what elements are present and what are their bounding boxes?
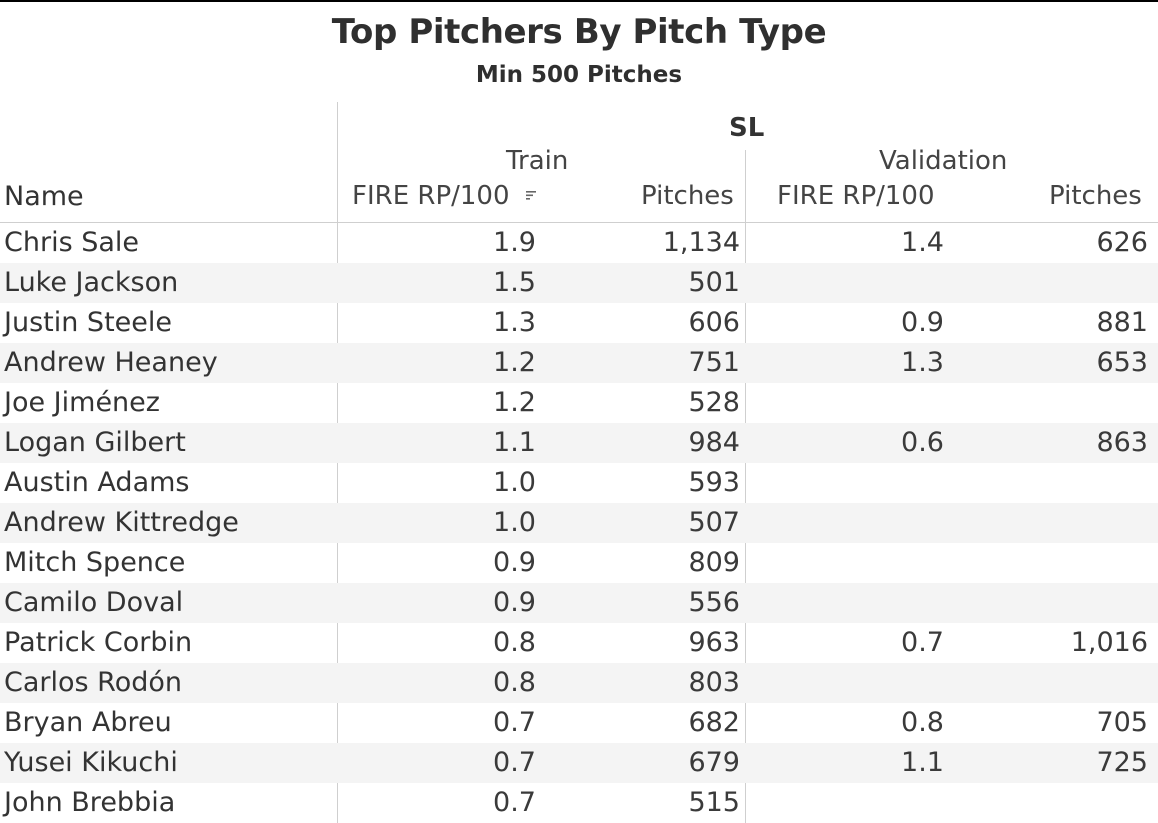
player-name: Yusei Kikuchi <box>4 747 178 778</box>
player-name: Joe Jiménez <box>4 387 160 418</box>
player-name: Chris Sale <box>4 227 140 258</box>
validation-fire-value: 0.9 <box>901 307 944 338</box>
table-row[interactable]: Chris Sale 1.9 1,134 1.4 626 <box>0 223 1158 263</box>
train-pitches-value: 556 <box>688 587 740 618</box>
player-name: Patrick Corbin <box>4 627 193 658</box>
validation-fire-column-header[interactable]: FIRE RP/100 <box>777 181 935 211</box>
train-pitches-value: 809 <box>688 547 740 578</box>
validation-pitches-value: 725 <box>1096 747 1148 778</box>
train-fire-value: 1.9 <box>493 227 536 258</box>
train-fire-value: 1.0 <box>493 467 536 498</box>
player-name: Camilo Doval <box>4 587 184 618</box>
train-pitches-column-header[interactable]: Pitches <box>641 181 734 211</box>
chart-title: Top Pitchers By Pitch Type <box>331 12 827 52</box>
validation-pitches-value: 1,016 <box>1070 627 1148 658</box>
table-row[interactable]: Yusei Kikuchi 0.7 679 1.1 725 <box>0 743 1158 783</box>
table-row[interactable]: Carlos Rodón 0.8 803 <box>0 663 1158 703</box>
table-row[interactable]: Mitch Spence 0.9 809 <box>0 543 1158 583</box>
table-row[interactable]: Joe Jiménez 1.2 528 <box>0 383 1158 423</box>
train-fire-value: 1.3 <box>493 307 536 338</box>
validation-fire-value: 1.3 <box>901 347 944 378</box>
train-pitches-value: 606 <box>688 307 740 338</box>
name-column-header[interactable]: Name <box>4 181 84 212</box>
table-row[interactable]: Luke Jackson 1.5 501 <box>0 263 1158 303</box>
table-row[interactable]: Logan Gilbert 1.1 984 0.6 863 <box>0 423 1158 463</box>
chart-subtitle: Min 500 Pitches <box>475 62 683 88</box>
train-fire-value: 0.9 <box>493 587 536 618</box>
train-pitches-value: 1,134 <box>662 227 740 258</box>
train-pitches-value: 515 <box>688 787 740 818</box>
sort-descending-icon[interactable] <box>525 190 537 202</box>
train-pitches-value: 501 <box>688 267 740 298</box>
table-row[interactable]: Camilo Doval 0.9 556 <box>0 583 1158 623</box>
validation-pitches-value: 881 <box>1096 307 1148 338</box>
train-fire-value: 0.7 <box>493 707 536 738</box>
train-fire-value: 1.0 <box>493 507 536 538</box>
player-name: Logan Gilbert <box>4 427 186 458</box>
validation-fire-value: 0.6 <box>901 427 944 458</box>
pitch-type-header: SL <box>729 113 765 143</box>
train-pitches-value: 682 <box>688 707 740 738</box>
player-name: Mitch Spence <box>4 547 186 578</box>
table-row[interactable]: Andrew Heaney 1.2 751 1.3 653 <box>0 343 1158 383</box>
player-name: John Brebbia <box>4 787 176 818</box>
train-pitches-value: 984 <box>688 427 740 458</box>
train-fire-value: 0.9 <box>493 547 536 578</box>
train-fire-value: 0.8 <box>493 627 536 658</box>
player-name: Andrew Kittredge <box>4 507 239 538</box>
validation-pitches-value: 653 <box>1096 347 1148 378</box>
train-fire-value: 1.2 <box>493 347 536 378</box>
train-pitches-value: 528 <box>688 387 740 418</box>
validation-pitches-value: 705 <box>1096 707 1148 738</box>
validation-pitches-value: 626 <box>1096 227 1148 258</box>
table-row[interactable]: Austin Adams 1.0 593 <box>0 463 1158 503</box>
train-fire-value: 1.5 <box>493 267 536 298</box>
player-name: Carlos Rodón <box>4 667 183 698</box>
header-bottom-rule <box>0 222 1158 223</box>
validation-group-header: Validation <box>879 146 1008 176</box>
validation-fire-value: 1.1 <box>901 747 944 778</box>
validation-pitches-column-header[interactable]: Pitches <box>1049 181 1142 211</box>
train-group-header: Train <box>506 146 569 176</box>
train-fire-value: 1.1 <box>493 427 536 458</box>
train-fire-value: 0.7 <box>493 747 536 778</box>
top-border <box>0 0 1158 2</box>
player-name: Austin Adams <box>4 467 190 498</box>
train-fire-column-header[interactable]: FIRE RP/100 <box>352 181 510 211</box>
player-name: Luke Jackson <box>4 267 179 298</box>
train-pitches-value: 963 <box>688 627 740 658</box>
player-name: Justin Steele <box>4 307 172 338</box>
table-row[interactable]: Andrew Kittredge 1.0 507 <box>0 503 1158 543</box>
train-pitches-value: 679 <box>688 747 740 778</box>
table-row[interactable]: Justin Steele 1.3 606 0.9 881 <box>0 303 1158 343</box>
train-pitches-value: 803 <box>688 667 740 698</box>
validation-fire-value: 1.4 <box>901 227 944 258</box>
table-row[interactable]: Patrick Corbin 0.8 963 0.7 1,016 <box>0 623 1158 663</box>
validation-fire-value: 0.8 <box>901 707 944 738</box>
train-fire-value: 0.7 <box>493 787 536 818</box>
validation-pitches-value: 863 <box>1096 427 1148 458</box>
table-row[interactable]: Bryan Abreu 0.7 682 0.8 705 <box>0 703 1158 743</box>
train-fire-value: 1.2 <box>493 387 536 418</box>
train-pitches-value: 593 <box>688 467 740 498</box>
train-pitches-value: 751 <box>688 347 740 378</box>
table-row[interactable]: John Brebbia 0.7 515 <box>0 783 1158 823</box>
player-name: Andrew Heaney <box>4 347 218 378</box>
train-pitches-value: 507 <box>688 507 740 538</box>
train-fire-value: 0.8 <box>493 667 536 698</box>
train-validation-divider <box>745 150 746 823</box>
player-name: Bryan Abreu <box>4 707 172 738</box>
validation-fire-value: 0.7 <box>901 627 944 658</box>
